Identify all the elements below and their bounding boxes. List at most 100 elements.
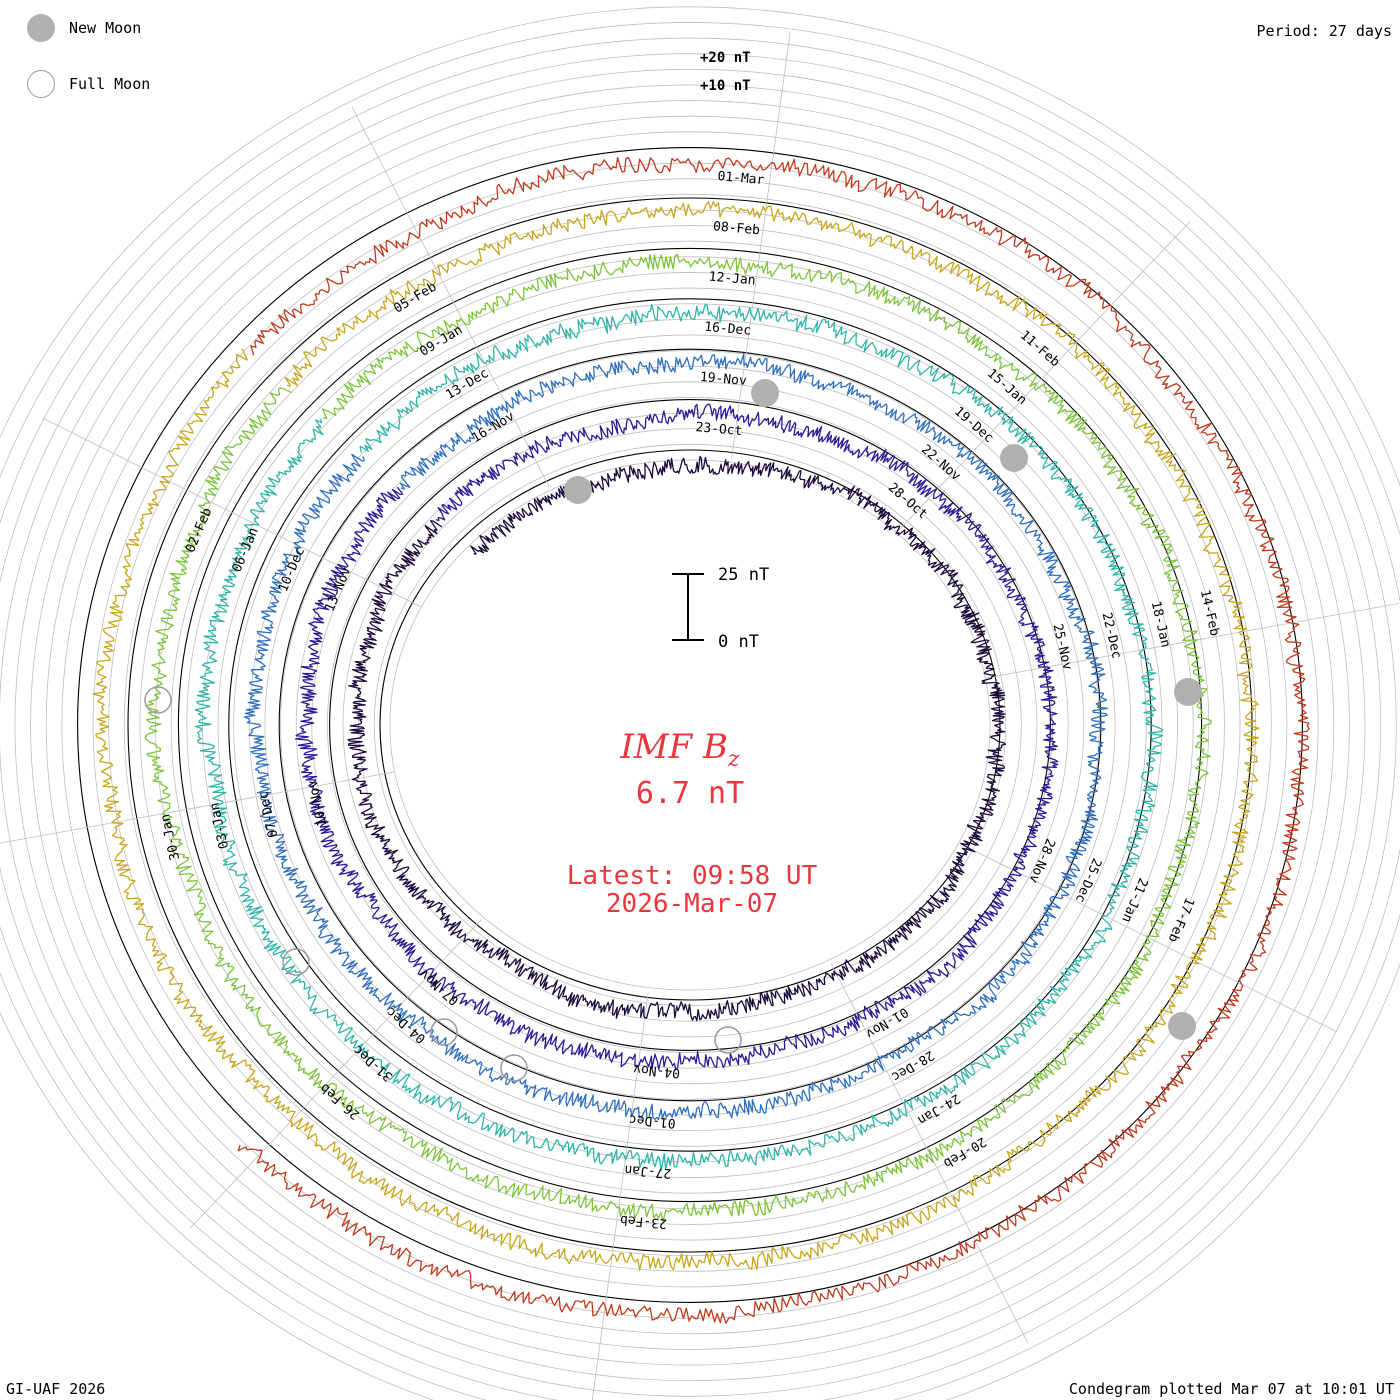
- date-spoke: [351, 106, 550, 487]
- legend-full-moon: Full Moon: [27, 70, 150, 98]
- date-spoke: [731, 31, 791, 458]
- date-label: 14-Feb: [1197, 588, 1222, 637]
- grid-ring: [389, 459, 991, 991]
- grid-ring: [61, 131, 1319, 1319]
- date-label: 24-Jan: [915, 1090, 963, 1127]
- new-moon-marker: [564, 476, 592, 504]
- series-trace-3: [243, 353, 1109, 1121]
- baseline-ring: [329, 399, 1051, 1051]
- grid-ring: [264, 334, 1116, 1116]
- grid-ring: [30, 100, 1350, 1350]
- legend-new-moon-label: New Moon: [69, 19, 142, 37]
- grid-ring: [14, 84, 1366, 1366]
- date-label: 10-Nov: [305, 778, 330, 827]
- legend-new-moon: New Moon: [27, 14, 141, 42]
- date-label: 19-Nov: [699, 370, 747, 389]
- parameter-value: 6.7 nT: [636, 776, 744, 811]
- grid-ring: [170, 240, 1210, 1210]
- full-moon-marker: [714, 1026, 742, 1054]
- footer-credit: GI-UAF 2026: [6, 1380, 106, 1398]
- outer-scale-label-10: +10 nT: [700, 78, 751, 94]
- date-spoke: [189, 918, 482, 1229]
- grid-ring: [248, 318, 1132, 1132]
- date-spokes: [0, 31, 1400, 1400]
- latest-date: 2026-Mar-07: [606, 889, 778, 919]
- grid-ring: [0, 37, 1400, 1400]
- polar-grid: [0, 6, 1400, 1400]
- date-label: 17-Feb: [1165, 895, 1197, 944]
- series-trace-4: [194, 303, 1164, 1171]
- baseline-ring: [228, 298, 1152, 1152]
- full-moon-marker: [144, 686, 172, 714]
- data-series: [92, 156, 1310, 1324]
- scale-bar-low-label: 0 nT: [718, 632, 759, 652]
- date-label: 06-Jan: [230, 525, 262, 574]
- parameter-subscript: z: [727, 747, 740, 772]
- date-label: 05-Feb: [391, 279, 439, 316]
- parameter-title: IMF Bz: [619, 727, 740, 772]
- grid-ring: [202, 272, 1178, 1178]
- parameter-main: IMF B: [619, 727, 728, 767]
- full-moon-marker: [282, 948, 310, 976]
- new-moon-marker: [751, 379, 779, 407]
- new-moon-icon: [27, 14, 55, 42]
- grid-ring: [0, 53, 1397, 1397]
- date-spoke: [591, 992, 649, 1400]
- date-label: 02-Feb: [183, 506, 215, 555]
- baseline-ring: [77, 147, 1303, 1303]
- grid-ring: [186, 256, 1194, 1194]
- grid-ring: [0, 69, 1381, 1381]
- date-labels: 23-Oct28-Oct19-Nov22-Nov25-Nov28-Nov01-N…: [158, 169, 1222, 1231]
- date-label: 27-Jan: [624, 1161, 672, 1180]
- date-spoke: [959, 843, 1338, 1033]
- date-label: 12-Jan: [708, 269, 756, 288]
- new-moon-marker: [1168, 1012, 1196, 1040]
- outer-scale-label-20: +20 nT: [700, 50, 751, 66]
- date-label: 03-Jan: [207, 801, 232, 850]
- date-label: 04-Nov: [632, 1061, 680, 1080]
- date-label: 01-Dec: [628, 1111, 676, 1130]
- new-moon-marker: [1174, 678, 1202, 706]
- date-label: 08-Feb: [712, 219, 760, 238]
- baseline-ring: [177, 247, 1203, 1203]
- grid-ring: [233, 303, 1147, 1147]
- grid-ring: [0, 6, 1400, 1400]
- date-spoke: [898, 221, 1191, 532]
- series-trace-7: [237, 156, 1310, 1324]
- date-spoke: [0, 771, 395, 844]
- legend-full-moon-label: Full Moon: [69, 75, 151, 93]
- grid-ring: [108, 178, 1272, 1272]
- grid-ring: [311, 381, 1069, 1069]
- date-label: 23-Oct: [695, 420, 743, 439]
- series-trace-5: [144, 253, 1213, 1223]
- scale-bar-high-label: 25 nT: [718, 565, 769, 585]
- date-label: 13-Nov: [322, 565, 354, 614]
- grid-ring: [295, 365, 1085, 1085]
- grid-ring: [123, 193, 1257, 1257]
- series-trace-6: [92, 201, 1260, 1271]
- scale-bar: 25 nT 0 nT: [672, 565, 769, 652]
- date-label: 16-Dec: [704, 320, 752, 339]
- date-label: 25-Dec: [1072, 856, 1104, 905]
- date-label: 20-Feb: [940, 1133, 988, 1170]
- baseline-ring: [127, 197, 1253, 1253]
- full-moon-marker: [500, 1054, 528, 1082]
- center-readout: IMF Bz 6.7 nT Latest: 09:58 UT 2026-Mar-…: [567, 727, 818, 919]
- footer-plot-time: Condegram plotted Mar 07 at 10:01 UT: [1068, 1380, 1394, 1398]
- series-trace-2: [294, 403, 1059, 1071]
- grid-ring: [77, 147, 1303, 1303]
- grid-ring: [217, 287, 1163, 1163]
- full-moon-marker: [430, 1018, 458, 1046]
- date-label: 01-Mar: [717, 169, 765, 188]
- baseline-ring: [379, 449, 1001, 1001]
- date-label: 30-Jan: [158, 813, 183, 862]
- date-label: 23-Feb: [619, 1212, 667, 1231]
- baseline-ring: [278, 348, 1102, 1102]
- latest-time: Latest: 09:58 UT: [567, 861, 818, 891]
- grid-ring: [0, 22, 1400, 1400]
- grid-ring: [280, 350, 1100, 1100]
- new-moon-marker: [1000, 444, 1028, 472]
- grid-ring: [92, 162, 1288, 1288]
- grid-ring: [45, 115, 1335, 1335]
